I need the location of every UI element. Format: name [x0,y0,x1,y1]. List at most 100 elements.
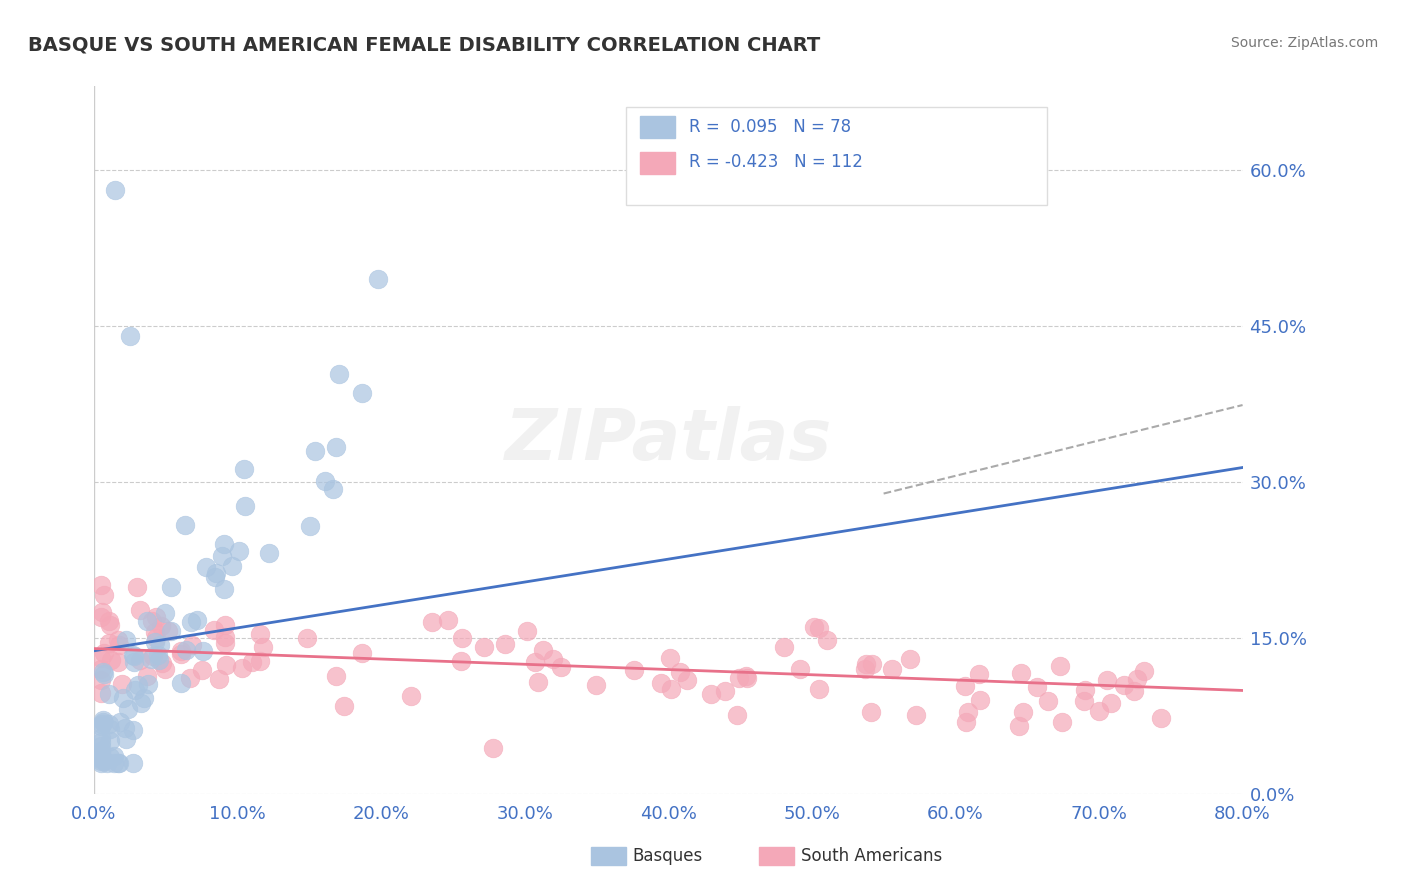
Text: Source: ZipAtlas.com: Source: ZipAtlas.com [1230,36,1378,50]
Point [212,537,235,551]
Point [494,636,516,650]
Point [853,662,876,676]
Point [136,614,159,628]
Point [714,684,737,698]
Point [332,698,354,713]
Point [322,482,344,496]
Point [90,719,112,733]
Point [957,706,980,720]
Point [90,739,112,753]
Point [807,681,830,696]
Point [214,631,236,645]
Point [650,676,672,690]
Point [155,661,177,675]
Point [420,615,443,630]
Point [108,715,131,730]
Point [91,713,114,727]
Point [1049,659,1071,673]
Point [191,663,214,677]
Point [97,614,120,628]
Point [122,648,145,663]
Point [725,707,748,722]
Point [204,569,226,583]
Point [100,653,122,667]
Point [136,669,159,683]
Point [880,662,903,676]
Point [304,444,326,458]
Point [325,669,347,683]
Point [350,646,373,660]
Point [228,544,250,558]
Point [180,615,202,630]
Point [180,638,202,652]
Point [90,756,112,771]
Point [298,519,321,533]
Point [367,272,389,286]
Point [233,499,256,513]
Point [150,656,173,670]
Point [90,673,112,688]
Point [93,754,115,768]
Point [221,559,243,574]
Point [399,689,422,703]
Point [96,756,118,771]
Point [1012,705,1035,719]
Point [208,672,231,686]
Point [90,609,112,624]
Point [107,638,129,652]
Point [1073,694,1095,708]
Point [481,740,503,755]
Point [1010,665,1032,680]
Point [815,633,838,648]
Point [141,615,163,629]
Point [524,656,547,670]
Point [149,638,172,652]
Point [170,644,193,658]
Point [295,632,318,646]
Point [205,566,228,580]
Point [233,462,256,476]
Point [90,734,112,748]
Point [550,660,572,674]
Point [585,678,607,692]
Point [953,679,976,693]
Point [675,673,697,687]
Point [98,617,121,632]
Point [98,636,121,650]
Point [955,715,977,730]
Point [114,732,136,747]
Point [516,624,538,639]
Point [91,606,114,620]
Point [1052,714,1074,729]
Point [531,643,554,657]
Point [90,751,112,765]
Point [129,697,152,711]
Point [1123,684,1146,698]
Point [658,651,681,665]
Point [170,647,193,661]
Point [1114,678,1136,692]
Point [90,744,112,758]
Point [328,367,350,381]
Point [350,385,373,400]
Point [148,652,170,666]
Point [186,613,208,627]
Point [118,329,141,343]
Point [526,675,548,690]
Text: South Americans: South Americans [801,847,942,865]
Point [114,722,136,736]
Point [169,675,191,690]
Point [148,648,170,663]
Point [157,624,180,639]
Point [90,650,112,665]
Point [1087,705,1109,719]
Point [103,756,125,771]
Point [898,652,921,666]
Point [160,580,183,594]
Point [242,655,264,669]
Point [115,633,138,648]
Point [145,632,167,646]
Point [173,517,195,532]
Point [107,756,129,771]
Point [904,707,927,722]
